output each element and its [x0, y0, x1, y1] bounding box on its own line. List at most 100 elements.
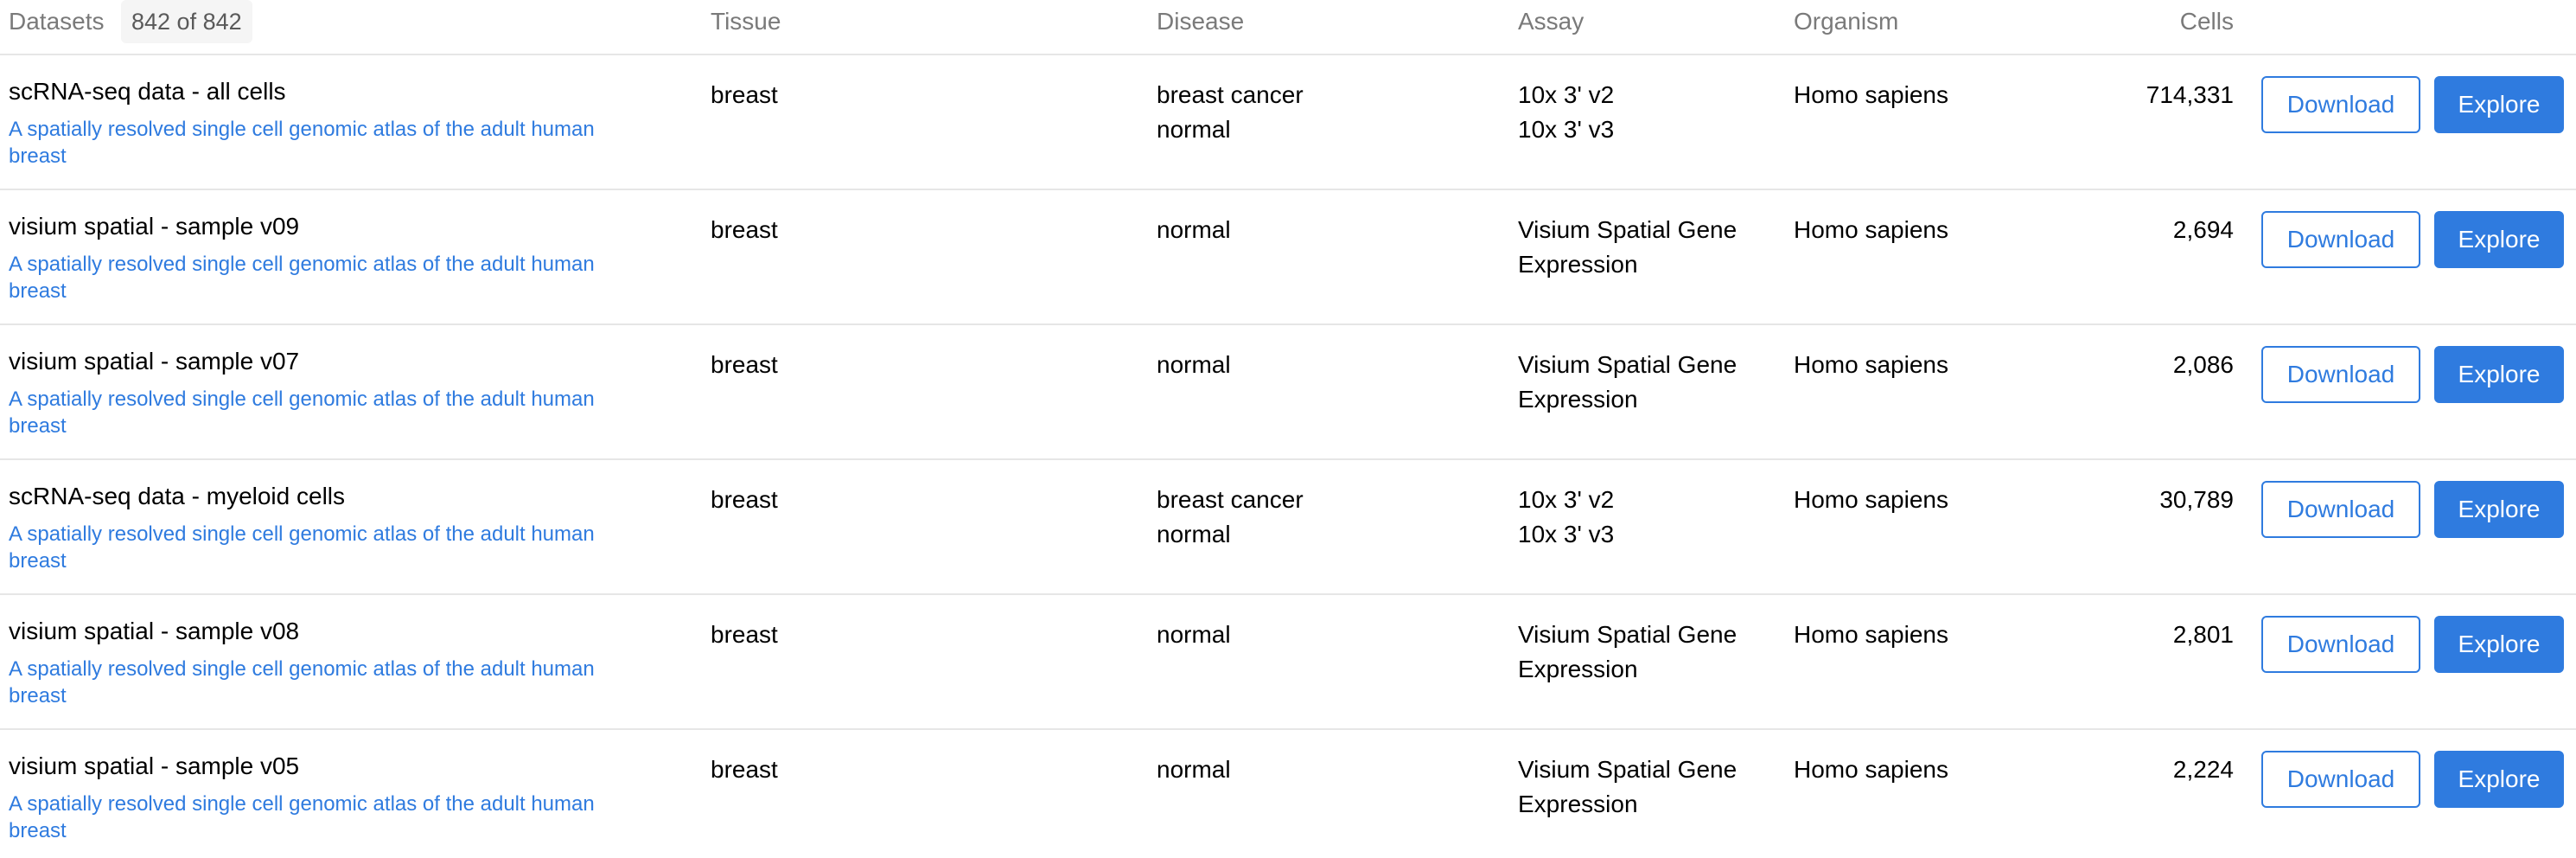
tissue-cell: breast	[711, 348, 778, 382]
assay-value: Visium Spatial Gene	[1518, 351, 1738, 378]
assay-value: Visium Spatial Gene	[1518, 216, 1738, 243]
assay-cell: 10x 3' v2 10x 3' v3	[1518, 78, 1614, 147]
assay-value: Visium Spatial Gene	[1518, 756, 1738, 783]
table-row: scRNA-seq data - all cells A spatially r…	[0, 55, 2576, 190]
explore-button[interactable]: Explore	[2434, 346, 2564, 403]
disease-value: normal	[1157, 216, 1231, 243]
cell-count: 30,789	[2159, 486, 2234, 513]
disease-value: normal	[1157, 351, 1231, 378]
table-row: visium spatial - sample v09 A spatially …	[0, 190, 2576, 325]
download-button[interactable]: Download	[2261, 76, 2420, 133]
tissue-value: breast	[711, 486, 778, 513]
header-tissue[interactable]: Tissue	[711, 8, 781, 35]
table-row: visium spatial - sample v05 A spatially …	[0, 730, 2576, 858]
header-datasets[interactable]: Datasets	[9, 8, 105, 35]
table-row: scRNA-seq data - myeloid cells A spatial…	[0, 460, 2576, 595]
tissue-value: breast	[711, 351, 778, 378]
assay-value: Visium Spatial Gene	[1518, 621, 1738, 648]
cell-count: 2,694	[2172, 216, 2234, 243]
organism-value: Homo sapiens	[1794, 756, 1948, 783]
explore-button[interactable]: Explore	[2434, 481, 2564, 538]
assay-value: 10x 3' v2	[1518, 486, 1615, 513]
collection-link[interactable]: A spatially resolved single cell genomic…	[9, 387, 595, 438]
tissue-cell: breast	[711, 483, 778, 517]
tissue-value: breast	[711, 81, 778, 108]
tissue-cell: breast	[711, 752, 778, 787]
dataset-title: scRNA-seq data - all cells	[9, 78, 286, 105]
cell-count: 2,086	[2172, 351, 2234, 378]
dataset-count-badge: 842 of 842	[121, 0, 252, 43]
disease-value: breast cancer	[1157, 81, 1304, 108]
tissue-value: breast	[711, 621, 778, 648]
download-button[interactable]: Download	[2261, 751, 2420, 808]
organism-value: Homo sapiens	[1794, 81, 1948, 108]
assay-value: Expression	[1518, 251, 1638, 278]
download-button[interactable]: Download	[2261, 211, 2420, 268]
disease-value: normal	[1157, 756, 1231, 783]
organism-cell: Homo sapiens	[1794, 752, 1948, 787]
download-button[interactable]: Download	[2261, 616, 2420, 673]
organism-value: Homo sapiens	[1794, 486, 1948, 513]
collection-link[interactable]: A spatially resolved single cell genomic…	[9, 118, 595, 168]
collection-link[interactable]: A spatially resolved single cell genomic…	[9, 522, 595, 573]
dataset-title: visium spatial - sample v05	[9, 752, 300, 779]
table-row: visium spatial - sample v08 A spatially …	[0, 595, 2576, 730]
assay-value: 10x 3' v2	[1518, 81, 1615, 108]
assay-value: 10x 3' v3	[1518, 116, 1615, 143]
organism-cell: Homo sapiens	[1794, 483, 1948, 517]
organism-cell: Homo sapiens	[1794, 78, 1948, 112]
tissue-cell: breast	[711, 213, 778, 247]
disease-cell: normal	[1157, 752, 1231, 787]
dataset-title: visium spatial - sample v09	[9, 213, 300, 240]
disease-value: normal	[1157, 621, 1231, 648]
assay-value: Expression	[1518, 656, 1638, 682]
collection-link[interactable]: A spatially resolved single cell genomic…	[9, 792, 595, 842]
assay-value: Expression	[1518, 386, 1638, 413]
organism-cell: Homo sapiens	[1794, 213, 1948, 247]
assay-cell: Visium Spatial Gene Expression	[1518, 213, 1737, 282]
collection-link[interactable]: A spatially resolved single cell genomic…	[9, 657, 595, 708]
tissue-cell: breast	[711, 78, 778, 112]
explore-button[interactable]: Explore	[2434, 211, 2564, 268]
tissue-cell: breast	[711, 618, 778, 652]
organism-value: Homo sapiens	[1794, 621, 1948, 648]
table-header: Datasets 842 of 842 Tissue Disease Assay…	[0, 0, 2576, 55]
assay-cell: Visium Spatial Gene Expression	[1518, 752, 1737, 822]
disease-cell: normal	[1157, 618, 1231, 652]
organism-cell: Homo sapiens	[1794, 348, 1948, 382]
explore-button[interactable]: Explore	[2434, 616, 2564, 673]
header-cells[interactable]: Cells	[2179, 8, 2234, 35]
header-disease[interactable]: Disease	[1157, 8, 1245, 35]
tissue-value: breast	[711, 216, 778, 243]
collection-link[interactable]: A spatially resolved single cell genomic…	[9, 253, 595, 303]
assay-cell: 10x 3' v2 10x 3' v3	[1518, 483, 1614, 552]
organism-value: Homo sapiens	[1794, 216, 1948, 243]
dataset-title: visium spatial - sample v07	[9, 348, 300, 375]
explore-button[interactable]: Explore	[2434, 751, 2564, 808]
disease-value: normal	[1157, 116, 1231, 143]
assay-value: 10x 3' v3	[1518, 521, 1615, 547]
dataset-title: scRNA-seq data - myeloid cells	[9, 483, 346, 509]
disease-value: breast cancer	[1157, 486, 1304, 513]
header-assay[interactable]: Assay	[1518, 8, 1584, 35]
disease-cell: normal	[1157, 213, 1231, 247]
cell-count: 714,331	[2146, 81, 2234, 108]
download-button[interactable]: Download	[2261, 346, 2420, 403]
cell-count: 2,224	[2172, 756, 2234, 783]
disease-cell: breast cancer normal	[1157, 78, 1304, 147]
assay-value: Expression	[1518, 791, 1638, 817]
disease-cell: breast cancer normal	[1157, 483, 1304, 552]
organism-value: Homo sapiens	[1794, 351, 1948, 378]
table-row: visium spatial - sample v07 A spatially …	[0, 325, 2576, 460]
download-button[interactable]: Download	[2261, 481, 2420, 538]
disease-value: normal	[1157, 521, 1231, 547]
organism-cell: Homo sapiens	[1794, 618, 1948, 652]
header-organism[interactable]: Organism	[1794, 8, 1899, 35]
assay-cell: Visium Spatial Gene Expression	[1518, 618, 1737, 687]
cell-count: 2,801	[2172, 621, 2234, 648]
tissue-value: breast	[711, 756, 778, 783]
disease-cell: normal	[1157, 348, 1231, 382]
dataset-title: visium spatial - sample v08	[9, 618, 300, 644]
explore-button[interactable]: Explore	[2434, 76, 2564, 133]
